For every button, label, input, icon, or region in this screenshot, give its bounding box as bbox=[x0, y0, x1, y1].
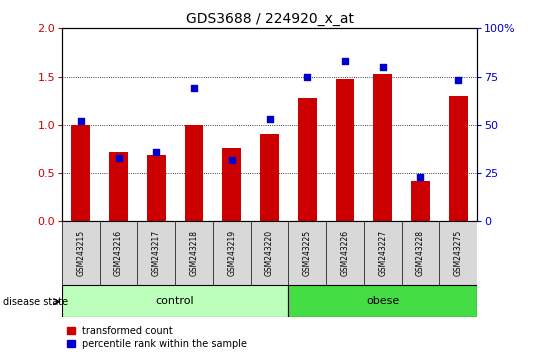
Point bbox=[114, 155, 123, 160]
Point bbox=[416, 174, 425, 180]
Text: GSM243275: GSM243275 bbox=[454, 230, 462, 276]
Text: GSM243218: GSM243218 bbox=[190, 230, 198, 276]
Bar bbox=[71, 125, 90, 221]
Bar bbox=[298, 98, 317, 221]
Bar bbox=[62, 285, 288, 317]
Bar bbox=[335, 79, 355, 221]
Point bbox=[77, 118, 85, 124]
Bar bbox=[288, 285, 477, 317]
Point bbox=[454, 78, 462, 83]
Bar bbox=[222, 148, 241, 221]
Text: GSM243216: GSM243216 bbox=[114, 230, 123, 276]
Point bbox=[378, 64, 387, 70]
Bar bbox=[448, 96, 467, 221]
Bar bbox=[184, 125, 204, 221]
Text: obese: obese bbox=[366, 296, 399, 306]
Point bbox=[265, 116, 274, 122]
Text: GSM243226: GSM243226 bbox=[341, 230, 349, 276]
Point bbox=[303, 74, 312, 79]
Text: control: control bbox=[156, 296, 195, 306]
Text: GSM243220: GSM243220 bbox=[265, 230, 274, 276]
Point bbox=[341, 58, 349, 64]
Bar bbox=[109, 152, 128, 221]
Text: GDS3688 / 224920_x_at: GDS3688 / 224920_x_at bbox=[185, 12, 354, 27]
Legend: transformed count, percentile rank within the sample: transformed count, percentile rank withi… bbox=[67, 326, 247, 349]
Text: GSM243227: GSM243227 bbox=[378, 230, 387, 276]
Point bbox=[190, 85, 198, 91]
Text: GSM243228: GSM243228 bbox=[416, 230, 425, 276]
Bar bbox=[411, 181, 430, 221]
Point bbox=[227, 157, 236, 162]
Bar bbox=[147, 155, 166, 221]
Text: GSM243225: GSM243225 bbox=[303, 230, 312, 276]
Point bbox=[152, 149, 161, 155]
Text: GSM243215: GSM243215 bbox=[77, 230, 85, 276]
Text: GSM243219: GSM243219 bbox=[227, 230, 236, 276]
Text: disease state: disease state bbox=[3, 297, 68, 307]
Bar bbox=[260, 135, 279, 221]
Text: GSM243217: GSM243217 bbox=[152, 230, 161, 276]
Bar bbox=[373, 74, 392, 221]
